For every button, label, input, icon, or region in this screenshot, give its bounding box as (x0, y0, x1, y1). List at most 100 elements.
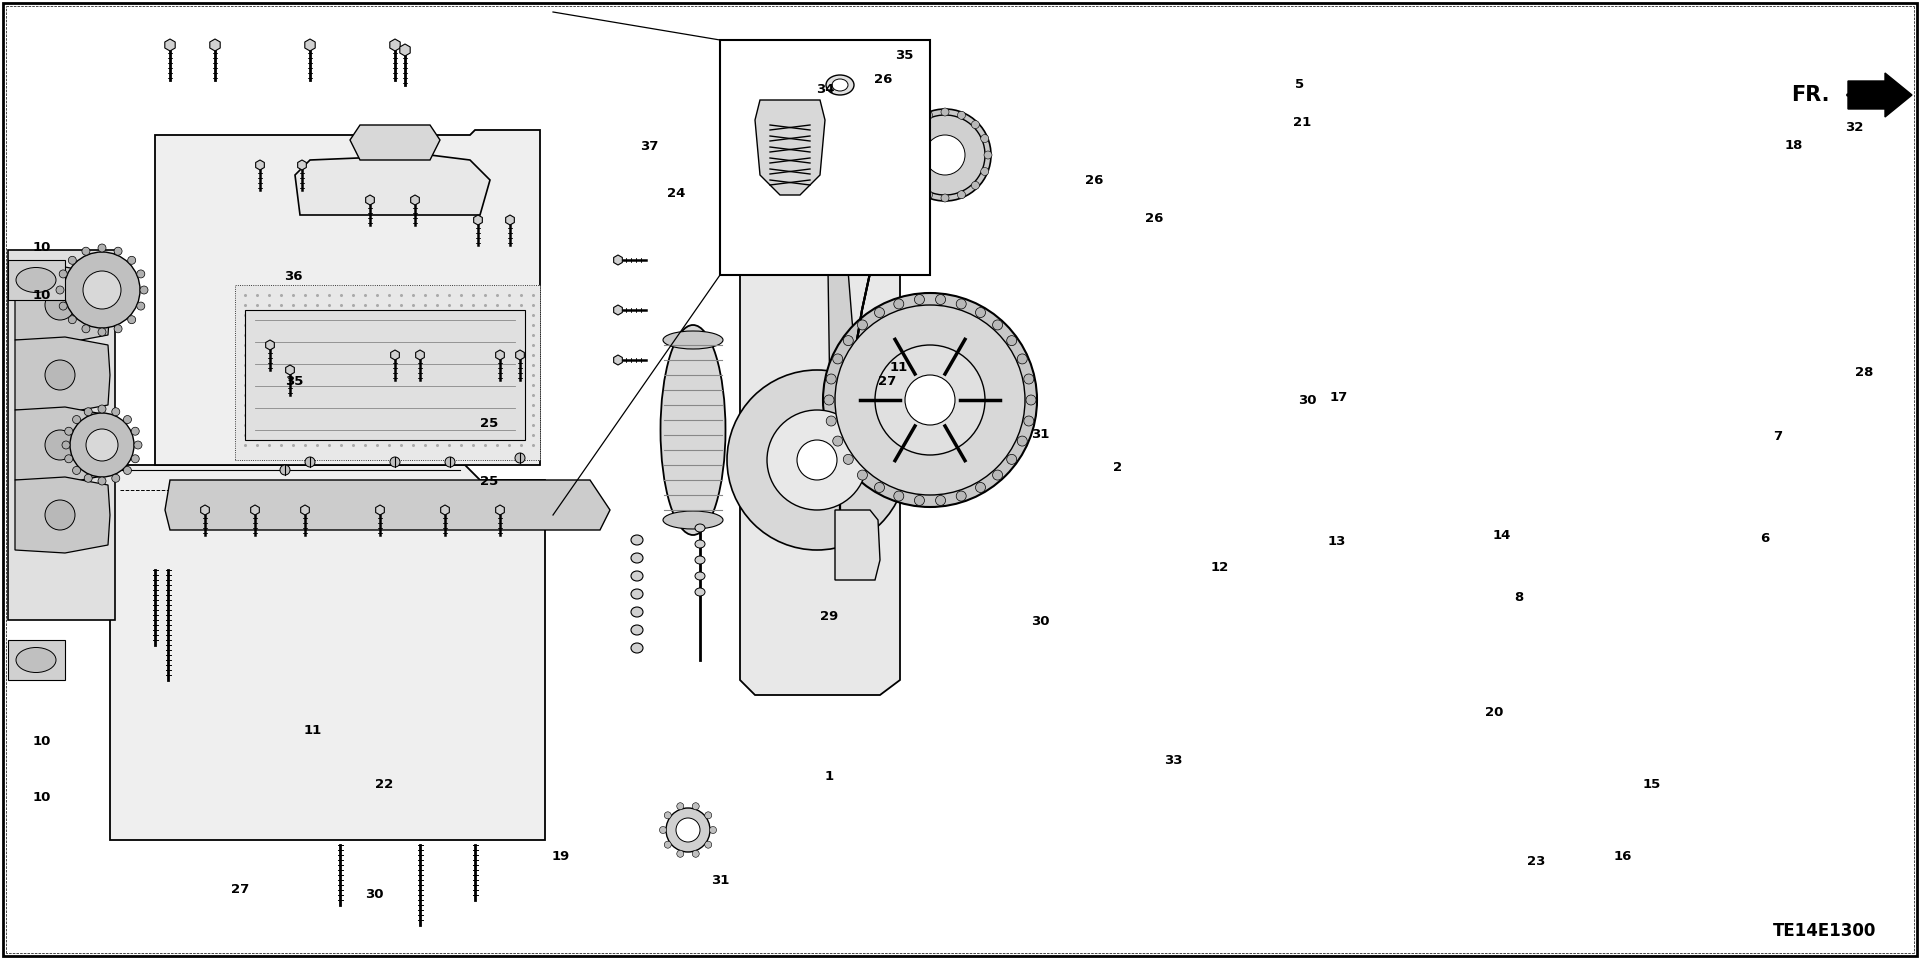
Polygon shape (442, 505, 449, 515)
Text: 27: 27 (230, 883, 250, 897)
Circle shape (1018, 436, 1027, 446)
Ellipse shape (695, 556, 705, 564)
Circle shape (899, 109, 991, 201)
Ellipse shape (831, 79, 849, 91)
Text: 5: 5 (1296, 78, 1304, 91)
Text: 1: 1 (826, 770, 833, 784)
Text: 11: 11 (889, 361, 908, 374)
Circle shape (941, 108, 948, 116)
Circle shape (895, 299, 904, 309)
Polygon shape (234, 285, 540, 460)
Circle shape (73, 466, 81, 475)
Circle shape (515, 453, 524, 463)
Circle shape (44, 290, 75, 320)
Text: 22: 22 (374, 778, 394, 791)
Circle shape (705, 841, 712, 848)
Circle shape (390, 457, 399, 467)
Ellipse shape (695, 524, 705, 532)
Circle shape (44, 430, 75, 460)
Polygon shape (301, 505, 309, 515)
Circle shape (666, 808, 710, 852)
Circle shape (1023, 374, 1033, 384)
Polygon shape (495, 505, 505, 515)
Circle shape (824, 293, 1037, 507)
Polygon shape (305, 39, 315, 51)
Circle shape (140, 286, 148, 294)
Text: FR.: FR. (1791, 85, 1830, 105)
Polygon shape (614, 255, 622, 265)
Polygon shape (495, 350, 505, 360)
Circle shape (60, 269, 67, 278)
Text: TE14E1300: TE14E1300 (1774, 922, 1876, 940)
Text: 7: 7 (1774, 430, 1782, 443)
Ellipse shape (662, 511, 724, 529)
Polygon shape (255, 160, 265, 170)
Circle shape (728, 370, 906, 550)
Circle shape (113, 247, 123, 255)
Circle shape (134, 441, 142, 449)
Circle shape (84, 475, 92, 482)
Polygon shape (15, 407, 109, 483)
Circle shape (65, 427, 73, 435)
Ellipse shape (15, 268, 56, 292)
Text: 26: 26 (874, 73, 893, 86)
Ellipse shape (632, 589, 643, 599)
Circle shape (73, 415, 81, 424)
Polygon shape (390, 39, 399, 51)
Polygon shape (755, 100, 826, 195)
Ellipse shape (662, 331, 724, 349)
Text: 32: 32 (1845, 121, 1864, 134)
Circle shape (904, 375, 954, 425)
Circle shape (123, 415, 131, 424)
Circle shape (874, 482, 885, 493)
Circle shape (113, 325, 123, 333)
Circle shape (914, 294, 924, 305)
Polygon shape (265, 340, 275, 350)
Circle shape (914, 496, 924, 505)
Circle shape (69, 316, 77, 324)
Circle shape (981, 134, 989, 143)
Circle shape (843, 336, 852, 345)
Circle shape (676, 803, 684, 809)
Polygon shape (614, 355, 622, 365)
Text: 10: 10 (33, 735, 52, 748)
Circle shape (833, 436, 843, 446)
Polygon shape (165, 39, 175, 51)
Text: 16: 16 (1613, 850, 1632, 863)
Circle shape (664, 812, 672, 819)
Circle shape (69, 256, 77, 265)
Polygon shape (296, 155, 490, 215)
Text: 35: 35 (284, 375, 303, 388)
Polygon shape (209, 39, 221, 51)
Circle shape (56, 286, 63, 294)
Polygon shape (15, 337, 109, 413)
Polygon shape (1847, 73, 1912, 117)
Circle shape (136, 302, 144, 310)
Polygon shape (516, 350, 524, 360)
Text: 31: 31 (710, 874, 730, 887)
Polygon shape (8, 260, 65, 300)
Circle shape (958, 111, 966, 119)
Text: 26: 26 (1144, 212, 1164, 225)
Text: 33: 33 (1164, 754, 1183, 767)
Circle shape (123, 466, 131, 475)
Circle shape (676, 851, 684, 857)
Text: 31: 31 (1031, 428, 1050, 441)
Circle shape (98, 244, 106, 252)
Circle shape (993, 470, 1002, 480)
Circle shape (705, 812, 712, 819)
Circle shape (824, 395, 833, 405)
Circle shape (98, 328, 106, 336)
Circle shape (61, 441, 69, 449)
Circle shape (445, 457, 455, 467)
Circle shape (797, 440, 837, 480)
Circle shape (858, 320, 868, 330)
Text: 11: 11 (303, 724, 323, 737)
Circle shape (941, 194, 948, 202)
Text: 36: 36 (284, 269, 303, 283)
Polygon shape (246, 310, 524, 440)
Circle shape (925, 135, 966, 175)
Polygon shape (8, 250, 115, 620)
Polygon shape (298, 160, 307, 170)
Text: 30: 30 (365, 888, 384, 901)
